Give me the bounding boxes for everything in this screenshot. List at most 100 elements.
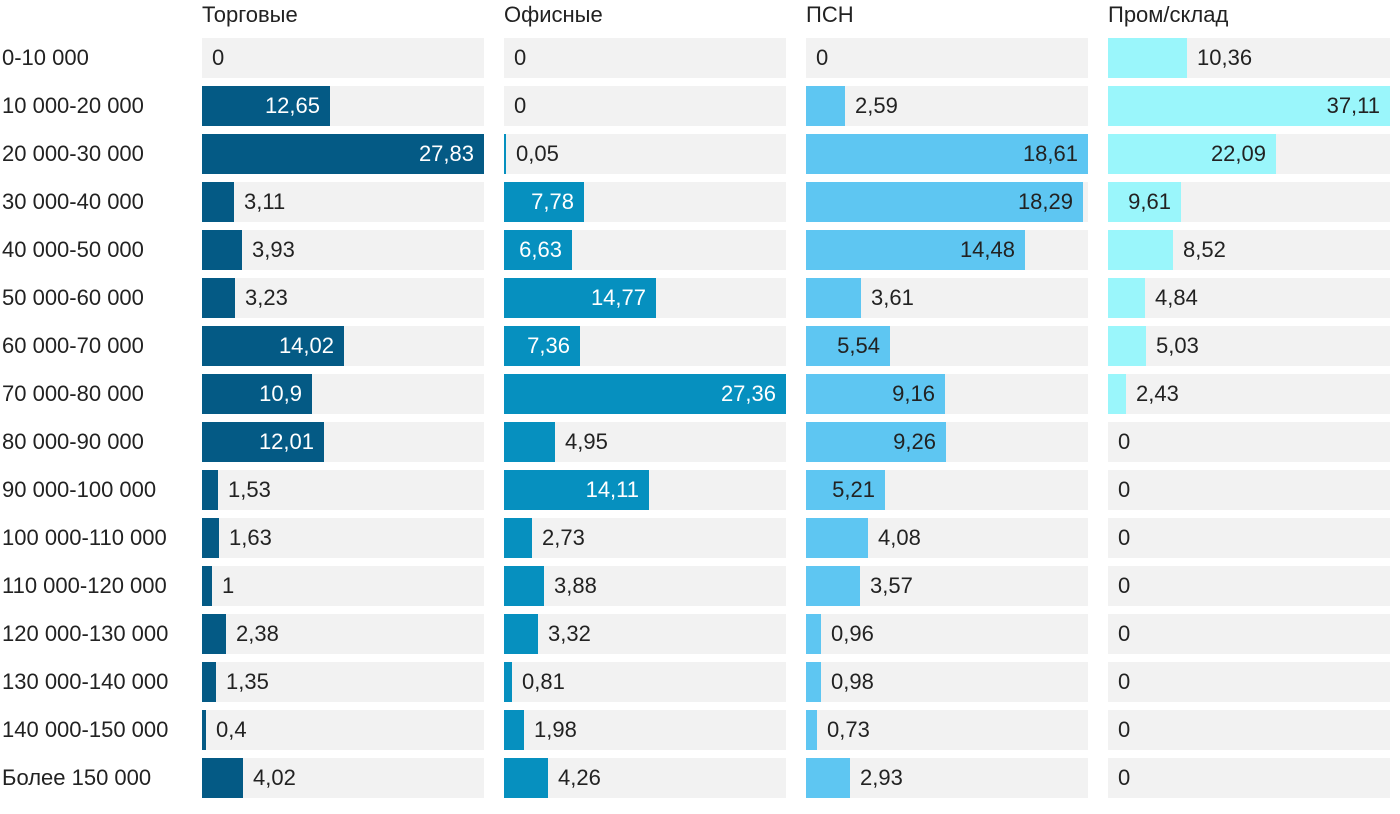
bar-track: 18,29 xyxy=(806,182,1088,222)
data-label: 8,52 xyxy=(1183,237,1226,262)
bar-track: 0,4 xyxy=(202,710,484,750)
row-label: 130 000-140 000 xyxy=(2,669,169,694)
bar-track: 12,01 xyxy=(202,422,484,462)
data-label: 18,29 xyxy=(1017,189,1073,214)
bar xyxy=(1108,230,1173,270)
bar-track: 8,52 xyxy=(1108,230,1390,270)
bar xyxy=(806,566,860,606)
bar xyxy=(202,662,216,702)
bar xyxy=(806,230,1025,270)
bar-track: 1,53 xyxy=(202,470,484,510)
data-label: 27,83 xyxy=(418,141,474,166)
bar xyxy=(202,566,212,606)
bar-track: 0 xyxy=(504,86,786,126)
bar xyxy=(806,86,845,126)
data-label: 3,11 xyxy=(244,189,286,214)
bar xyxy=(1108,374,1126,414)
bar-track: 3,32 xyxy=(504,614,786,654)
data-label: 4,08 xyxy=(878,525,921,550)
row-label: Более 150 000 xyxy=(2,765,152,790)
data-label: 4,95 xyxy=(565,429,608,454)
bar-track: 27,36 xyxy=(504,374,786,414)
bar-track: 1,35 xyxy=(202,662,484,702)
bar-track: 0 xyxy=(1108,662,1390,702)
bar-track: 9,26 xyxy=(806,422,1088,462)
bar-track: 3,93 xyxy=(202,230,484,270)
bar-track: 4,26 xyxy=(504,758,786,798)
series-title: Пром/склад xyxy=(1108,2,1229,27)
data-label: 5,54 xyxy=(837,333,880,358)
data-label: 22,09 xyxy=(1210,141,1266,166)
bar-track: 3,11 xyxy=(202,182,484,222)
bar xyxy=(806,662,821,702)
bar xyxy=(202,278,235,318)
data-label: 3,23 xyxy=(245,285,288,310)
data-label: 0,05 xyxy=(516,141,559,166)
bar-track: 7,78 xyxy=(504,182,786,222)
bar xyxy=(1108,278,1145,318)
bar-track: 3,57 xyxy=(806,566,1088,606)
data-label: 12,01 xyxy=(258,429,314,454)
bar xyxy=(504,230,572,270)
bar xyxy=(504,326,580,366)
bar-track: 6,63 xyxy=(504,230,786,270)
data-label: 9,16 xyxy=(892,381,935,406)
bar-track: 0 xyxy=(504,38,786,78)
bar xyxy=(806,134,1088,174)
bar-track: 0 xyxy=(1108,566,1390,606)
bar-track: 5,21 xyxy=(806,470,1088,510)
series-title: Торговые xyxy=(202,2,298,27)
bar xyxy=(504,566,544,606)
row-label: 0-10 000 xyxy=(2,45,89,70)
bar xyxy=(504,662,512,702)
data-label: 0 xyxy=(1118,573,1131,598)
row-label: 120 000-130 000 xyxy=(2,621,169,646)
bar xyxy=(1108,38,1187,78)
row-label: 30 000-40 000 xyxy=(2,189,144,214)
bar xyxy=(202,326,344,366)
bar-track: 10,36 xyxy=(1108,38,1390,78)
data-label: 4,02 xyxy=(253,765,296,790)
data-label: 9,61 xyxy=(1128,189,1171,214)
data-label: 0,96 xyxy=(831,621,874,646)
bar xyxy=(504,710,524,750)
row-label: 40 000-50 000 xyxy=(2,237,144,262)
row-label: 70 000-80 000 xyxy=(2,381,144,406)
data-label: 0,73 xyxy=(827,717,870,742)
bar-track: 22,09 xyxy=(1108,134,1390,174)
bar-track: 0,73 xyxy=(806,710,1088,750)
bar xyxy=(806,518,868,558)
row-label: 80 000-90 000 xyxy=(2,429,144,454)
data-label: 5,21 xyxy=(832,477,875,502)
data-label: 10,9 xyxy=(259,381,302,406)
bar-track: 0 xyxy=(1108,614,1390,654)
data-label: 1,98 xyxy=(534,717,577,742)
data-label: 2,38 xyxy=(236,621,279,646)
row-label: 100 000-110 000 xyxy=(2,525,167,550)
data-label: 3,61 xyxy=(871,285,914,310)
row-label: 110 000-120 000 xyxy=(2,573,167,598)
bar xyxy=(806,326,890,366)
bar-track: 2,93 xyxy=(806,758,1088,798)
bar-track: 27,83 xyxy=(202,134,484,174)
data-label: 12,65 xyxy=(264,93,320,118)
data-label: 3,93 xyxy=(252,237,295,262)
bar-track: 5,03 xyxy=(1108,326,1390,366)
bar-track: 0,96 xyxy=(806,614,1088,654)
bar-track: 4,02 xyxy=(202,758,484,798)
bar-track: 9,16 xyxy=(806,374,1088,414)
data-label: 1,53 xyxy=(228,477,271,502)
bar-track: 14,02 xyxy=(202,326,484,366)
data-label: 27,36 xyxy=(720,381,776,406)
bar-track: 1,63 xyxy=(202,518,484,558)
series-title: Офисные xyxy=(504,2,603,27)
data-label: 2,73 xyxy=(542,525,585,550)
bar-track: 2,59 xyxy=(806,86,1088,126)
data-label: 9,26 xyxy=(893,429,936,454)
data-label: 3,88 xyxy=(554,573,597,598)
bar xyxy=(504,182,584,222)
data-label: 0,81 xyxy=(522,669,565,694)
data-label: 0 xyxy=(1118,621,1131,646)
bar-track: 37,11 xyxy=(1108,86,1390,126)
